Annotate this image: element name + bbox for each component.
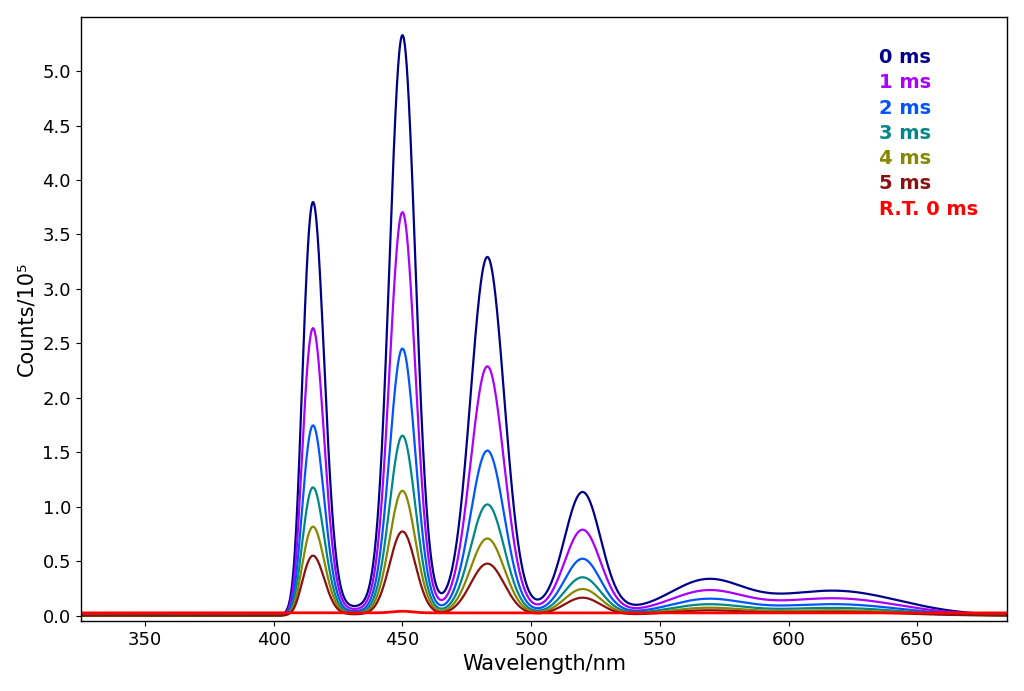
2 ms bbox=[333, 595, 345, 603]
Line: 3 ms: 3 ms bbox=[81, 436, 1008, 616]
0 ms bbox=[651, 595, 664, 603]
3 ms bbox=[273, 612, 286, 620]
Legend: 0 ms, 1 ms, 2 ms, 3 ms, 4 ms, 5 ms, R.T. 0 ms: 0 ms, 1 ms, 2 ms, 3 ms, 4 ms, 5 ms, R.T.… bbox=[869, 39, 988, 228]
2 ms bbox=[273, 612, 286, 620]
Line: R.T. 0 ms: R.T. 0 ms bbox=[81, 612, 1008, 613]
1 ms bbox=[75, 612, 87, 620]
Y-axis label: Counts/10⁵: Counts/10⁵ bbox=[16, 262, 37, 376]
R.T. 0 ms bbox=[333, 609, 345, 617]
R.T. 0 ms bbox=[913, 609, 926, 617]
5 ms bbox=[1001, 612, 1014, 620]
2 ms bbox=[913, 607, 926, 615]
2 ms bbox=[396, 345, 409, 353]
3 ms bbox=[913, 608, 926, 616]
1 ms bbox=[1001, 611, 1014, 619]
2 ms bbox=[635, 606, 647, 614]
3 ms bbox=[1001, 612, 1014, 620]
R.T. 0 ms bbox=[651, 609, 664, 617]
4 ms bbox=[1001, 612, 1014, 620]
1 ms bbox=[1000, 611, 1013, 619]
3 ms bbox=[651, 606, 664, 614]
3 ms bbox=[333, 600, 345, 609]
2 ms bbox=[651, 604, 664, 612]
1 ms bbox=[333, 587, 345, 595]
4 ms bbox=[913, 609, 926, 618]
2 ms bbox=[1001, 611, 1014, 619]
R.T. 0 ms bbox=[635, 609, 647, 617]
2 ms bbox=[1000, 611, 1013, 619]
1 ms bbox=[635, 604, 647, 612]
1 ms bbox=[913, 604, 926, 612]
0 ms bbox=[396, 31, 409, 39]
0 ms bbox=[1000, 611, 1013, 619]
4 ms bbox=[1000, 612, 1013, 620]
3 ms bbox=[396, 432, 409, 440]
4 ms bbox=[273, 612, 286, 620]
Line: 2 ms: 2 ms bbox=[81, 349, 1008, 616]
4 ms bbox=[651, 608, 664, 616]
R.T. 0 ms bbox=[273, 609, 286, 617]
R.T. 0 ms bbox=[75, 609, 87, 617]
5 ms bbox=[273, 612, 286, 620]
5 ms bbox=[635, 610, 647, 618]
5 ms bbox=[651, 609, 664, 617]
5 ms bbox=[396, 527, 409, 536]
0 ms bbox=[333, 576, 345, 585]
0 ms bbox=[273, 611, 286, 619]
0 ms bbox=[913, 601, 926, 609]
1 ms bbox=[396, 208, 409, 216]
0 ms bbox=[1001, 611, 1014, 619]
3 ms bbox=[75, 612, 87, 620]
4 ms bbox=[75, 612, 87, 620]
R.T. 0 ms bbox=[1001, 609, 1014, 617]
Line: 5 ms: 5 ms bbox=[81, 531, 1008, 616]
4 ms bbox=[396, 486, 409, 495]
Line: 4 ms: 4 ms bbox=[81, 491, 1008, 616]
5 ms bbox=[333, 606, 345, 614]
4 ms bbox=[635, 609, 647, 617]
5 ms bbox=[1000, 612, 1013, 620]
1 ms bbox=[651, 600, 664, 608]
3 ms bbox=[635, 608, 647, 616]
Line: 1 ms: 1 ms bbox=[81, 212, 1008, 616]
4 ms bbox=[333, 604, 345, 612]
X-axis label: Wavelength/nm: Wavelength/nm bbox=[462, 654, 626, 674]
2 ms bbox=[75, 612, 87, 620]
5 ms bbox=[913, 610, 926, 618]
R.T. 0 ms bbox=[1000, 609, 1013, 617]
R.T. 0 ms bbox=[396, 607, 409, 616]
Line: 0 ms: 0 ms bbox=[81, 35, 1008, 616]
5 ms bbox=[75, 612, 87, 620]
1 ms bbox=[273, 611, 286, 619]
0 ms bbox=[635, 600, 647, 609]
3 ms bbox=[1000, 612, 1013, 620]
0 ms bbox=[75, 612, 87, 620]
